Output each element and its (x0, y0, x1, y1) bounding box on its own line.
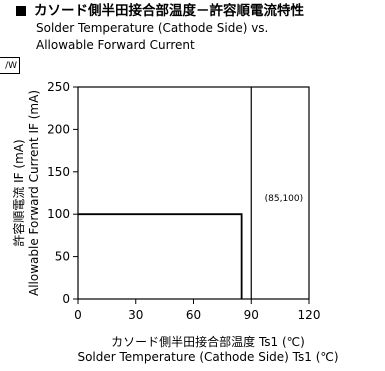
x-tick-label: 0 (74, 308, 82, 322)
x-axis-label-jp: カソード側半田接合部温度 Ts1 (℃) (111, 334, 305, 349)
tick-labels: 0 50 100 150 200 250 0 30 60 90 120 (85,100) (47, 80, 320, 322)
y-tick-label: 250 (47, 80, 70, 94)
chart-title-jp-text: カソード側半田接合部温度－許容順電流特性 (34, 3, 304, 19)
x-tick-label: 60 (186, 308, 201, 322)
series-group (78, 87, 252, 299)
square-bullet-icon (16, 6, 26, 16)
x-tick-label: 30 (128, 308, 143, 322)
y-tick-label: 50 (55, 250, 70, 264)
plot-frame (77, 86, 310, 300)
x-tick-label: 90 (244, 308, 259, 322)
chart-title-en-line1: Solder Temperature (Cathode Side) vs. (36, 21, 269, 35)
series-line (78, 213, 243, 299)
side-tab-label: /W (0, 57, 20, 74)
chart-title-en-line2: Allowable Forward Current (36, 38, 195, 52)
plot-area-border (77, 86, 310, 300)
x-axis-label-en: Solder Temperature (Cathode Side) Ts1 (℃… (77, 350, 338, 364)
y-tick-label: 200 (47, 122, 70, 136)
y-tick-label: 100 (47, 207, 70, 221)
axis-ticks (73, 86, 310, 304)
chart-title-jp: カソード側半田接合部温度－許容順電流特性 (16, 2, 304, 20)
point-annotation: (85,100) (265, 194, 304, 204)
y-axis-label-en: Allowable Forward Current IF (mA) (27, 90, 41, 296)
y-axis-label-jp: 許容順電流 IF (mA) (11, 139, 26, 246)
y-tick-label: 0 (62, 292, 70, 306)
chart-title-block: カソード側半田接合部温度－許容順電流特性 Solder Temperature … (16, 2, 304, 54)
x-tick-label: 120 (298, 308, 321, 322)
y-tick-label: 150 (47, 165, 70, 179)
